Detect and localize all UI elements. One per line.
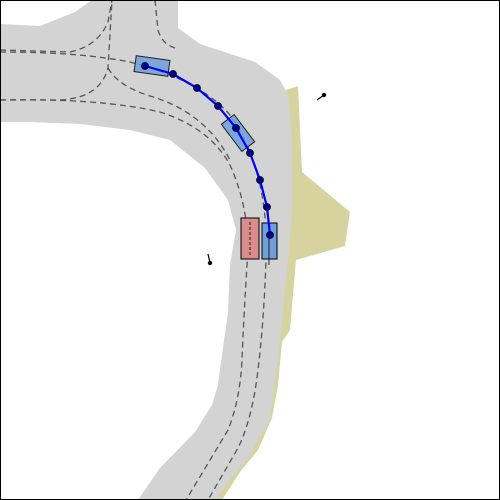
lane-line	[107, 67, 231, 161]
lane-line	[0, 0, 113, 53]
trajectory-waypoint	[246, 149, 254, 157]
trajectory-waypoint	[141, 62, 149, 70]
pedestrian-body	[207, 260, 213, 266]
trajectory-waypoint	[232, 124, 240, 132]
lane-line	[154, 0, 176, 49]
trajectory-waypoint	[263, 203, 271, 211]
trajectory-waypoint	[266, 231, 274, 239]
pedestrian-body	[321, 92, 327, 98]
trajectory-waypoint	[169, 70, 177, 78]
trajectory-waypoint	[256, 176, 264, 184]
pedestrian-icon	[207, 253, 213, 266]
lane-line	[0, 99, 249, 500]
trajectory-waypoints	[141, 62, 274, 239]
lane-markings	[0, 0, 267, 500]
pedestrian-icon	[316, 92, 327, 101]
trajectory-waypoint	[193, 84, 201, 92]
trajectory-waypoint	[214, 102, 222, 110]
road-surface	[0, 0, 292, 500]
